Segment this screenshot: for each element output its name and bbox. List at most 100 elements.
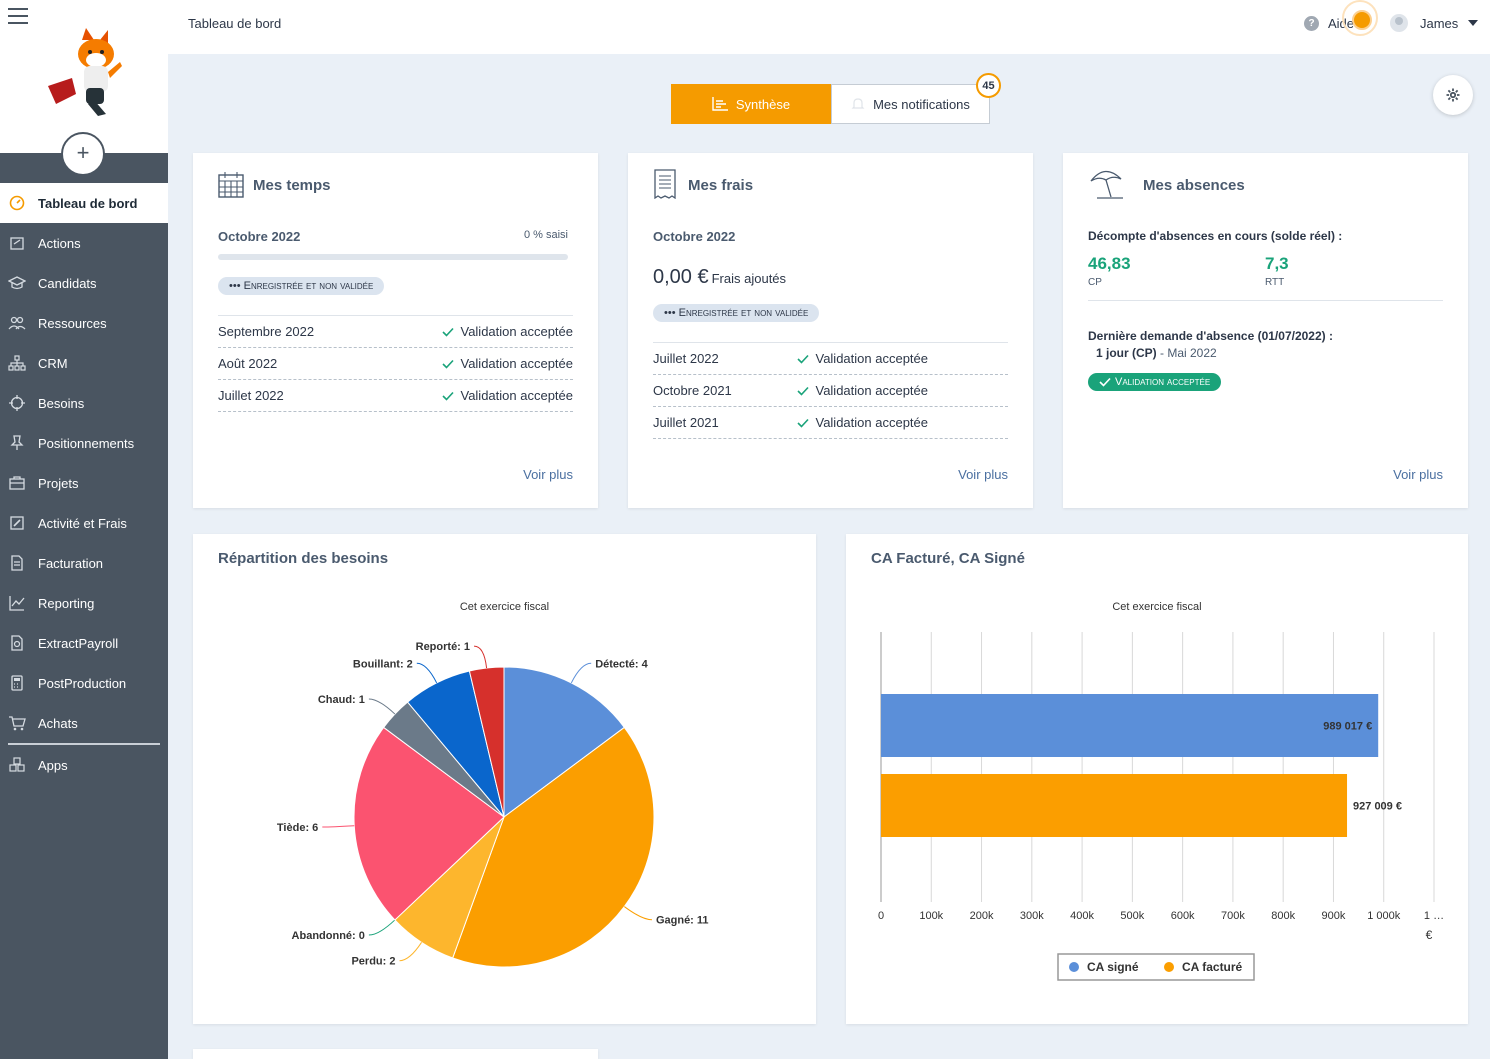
- chart-subtitle: Cet exercice fiscal: [459, 601, 550, 613]
- actions-icon: [8, 234, 26, 252]
- balance-label: Décompte d'absences en cours (solde réel…: [1088, 229, 1343, 243]
- list-item[interactable]: Juillet 2022 Validation acceptée: [218, 380, 573, 412]
- x-tick-label: 200k: [970, 910, 994, 922]
- sidebar-item-activite-et-frais[interactable]: Activité et Frais: [0, 503, 168, 543]
- x-tick-label: 700k: [1221, 910, 1245, 922]
- sidebar-item-ressources[interactable]: Ressources: [0, 303, 168, 343]
- check-icon: [797, 354, 810, 364]
- axis-unit-label: €: [1426, 928, 1433, 942]
- x-tick-label: 1 …: [1424, 910, 1444, 922]
- voir-plus-link[interactable]: Voir plus: [523, 467, 573, 482]
- last-request-detail: 1 jour (CP) - Mai 2022: [1096, 346, 1217, 360]
- pie-leader-line: [399, 942, 422, 962]
- line-chart-icon: [8, 594, 26, 612]
- row-status: Validation acceptée: [460, 356, 573, 371]
- calendar-icon: [218, 172, 244, 198]
- card-ca-facture-signe: CA Facturé, CA Signé Cet exercice fiscal…: [846, 534, 1468, 1024]
- row-period: Août 2022: [218, 356, 278, 371]
- sidebar-item-label: Tableau de bord: [38, 195, 138, 211]
- sidebar-item-crm[interactable]: CRM: [0, 343, 168, 383]
- add-button[interactable]: +: [61, 132, 105, 176]
- rtt-value: 7,3: [1265, 254, 1289, 273]
- list-item[interactable]: Juillet 2022 Validation acceptée: [653, 343, 1008, 375]
- pie-data-label: Reporté: 1: [416, 641, 470, 653]
- last-request-amount: 1 jour (CP): [1096, 346, 1157, 360]
- pie-data-label: Détecté: 4: [595, 658, 648, 670]
- tab-label: Synthèse: [735, 96, 791, 112]
- pie-leader-line: [368, 698, 396, 715]
- x-tick-label: 1 000k: [1367, 910, 1401, 922]
- sidebar-item-postproduction[interactable]: PostProduction: [0, 663, 168, 703]
- top-header: Tableau de bord ? Aide James: [168, 0, 1490, 54]
- legend-marker: [1164, 962, 1174, 972]
- sidebar-item-facturation[interactable]: Facturation: [0, 543, 168, 583]
- voir-plus-link[interactable]: Voir plus: [958, 467, 1008, 482]
- document-icon: [8, 634, 26, 652]
- notification-pulse-icon[interactable]: [1342, 0, 1378, 36]
- current-period: Octobre 2022: [653, 229, 736, 244]
- current-period: Octobre 2022: [218, 229, 301, 244]
- sidebar-item-projets[interactable]: Projets: [0, 463, 168, 503]
- pie-slice-detecte[interactable]: [503, 666, 626, 818]
- sidebar-item-label: Reporting: [38, 595, 95, 611]
- tab-synthese[interactable]: Synthèse: [671, 84, 831, 124]
- check-icon: [1099, 377, 1111, 387]
- row-period: Juillet 2022: [653, 351, 719, 366]
- pie-data-label: Perdu: 2: [351, 956, 395, 968]
- pie-chart: Détecté: 4 Gagné: 11 Perdu: 2 Abandonné: 0 T…: [277, 641, 709, 968]
- list-item[interactable]: Août 2022 Validation acceptée: [218, 348, 573, 380]
- x-tick-label: 400k: [1070, 910, 1094, 922]
- list-item[interactable]: Septembre 2022 Validation acceptée: [218, 316, 573, 348]
- sidebar-item-positionnements[interactable]: Positionnements: [0, 423, 168, 463]
- sidebar-item-tableau-de-bord[interactable]: Tableau de bord: [0, 183, 168, 223]
- pie-data-label: Tiède: 6: [277, 822, 318, 834]
- status-text: ••• Enregistrée et non validée: [664, 307, 809, 319]
- history-list: Juillet 2022 Validation acceptée Octobre …: [653, 342, 1008, 439]
- list-item[interactable]: Juillet 2021 Validation acceptée: [653, 407, 1008, 439]
- check-icon: [797, 418, 810, 428]
- pie-slice-tiede[interactable]: [353, 726, 505, 921]
- legend-box: [1057, 953, 1255, 981]
- progress-bar: [218, 254, 568, 260]
- pie-leader-line: [473, 645, 488, 669]
- sidebar-item-besoins[interactable]: Besoins: [0, 383, 168, 423]
- sidebar-item-candidats[interactable]: Candidats: [0, 263, 168, 303]
- bar-ca-facture[interactable]: [881, 774, 1348, 837]
- legend-item[interactable]: CA signé: [1087, 960, 1139, 974]
- sidebar-item-reporting[interactable]: Reporting: [0, 583, 168, 623]
- sidebar-item-label: Apps: [38, 757, 68, 773]
- sidebar-header: [0, 0, 168, 153]
- sidebar-item-label: Positionnements: [38, 435, 135, 451]
- dashboard-icon: [8, 194, 26, 212]
- user-menu[interactable]: James: [1390, 14, 1479, 32]
- notifications-count-badge: 45: [976, 73, 1001, 98]
- legend-item[interactable]: CA facturé: [1182, 960, 1243, 974]
- list-item[interactable]: Octobre 2021 Validation acceptée: [653, 375, 1008, 407]
- beach-umbrella-icon: [1090, 170, 1123, 199]
- sidebar-item-apps[interactable]: Apps: [0, 745, 168, 785]
- bar-ca-signe[interactable]: [881, 694, 1379, 757]
- settings-button[interactable]: [1433, 75, 1473, 115]
- sidebar-item-label: Besoins: [38, 395, 85, 411]
- voir-plus-link[interactable]: Voir plus: [1393, 467, 1443, 482]
- cubes-icon: [8, 756, 26, 774]
- sidebar-item-label: Actions: [38, 235, 81, 251]
- sidebar-item-actions[interactable]: Actions: [0, 223, 168, 263]
- row-status: Validation acceptée: [460, 388, 573, 403]
- row-period: Juillet 2022: [218, 388, 284, 403]
- menu-icon[interactable]: [8, 8, 28, 26]
- cart-icon: [8, 714, 26, 732]
- sidebar-item-extractpayroll[interactable]: ExtractPayroll: [0, 623, 168, 663]
- tab-notifications[interactable]: Mes notifications 45: [831, 73, 1001, 124]
- pie-slice-gagne[interactable]: [452, 726, 655, 968]
- graduation-cap-icon: [8, 274, 26, 292]
- receipt-icon: [654, 169, 676, 199]
- row-period: Septembre 2022: [218, 324, 315, 339]
- x-tick-label: 900k: [1322, 910, 1346, 922]
- sidebar-item-achats[interactable]: Achats: [0, 703, 168, 743]
- help-icon: ?: [1304, 16, 1319, 31]
- row-period: Juillet 2021: [653, 415, 719, 430]
- sidebar-item-label: ExtractPayroll: [38, 635, 119, 651]
- x-tick-label: 100k: [919, 910, 943, 922]
- crosshair-icon: [8, 394, 26, 412]
